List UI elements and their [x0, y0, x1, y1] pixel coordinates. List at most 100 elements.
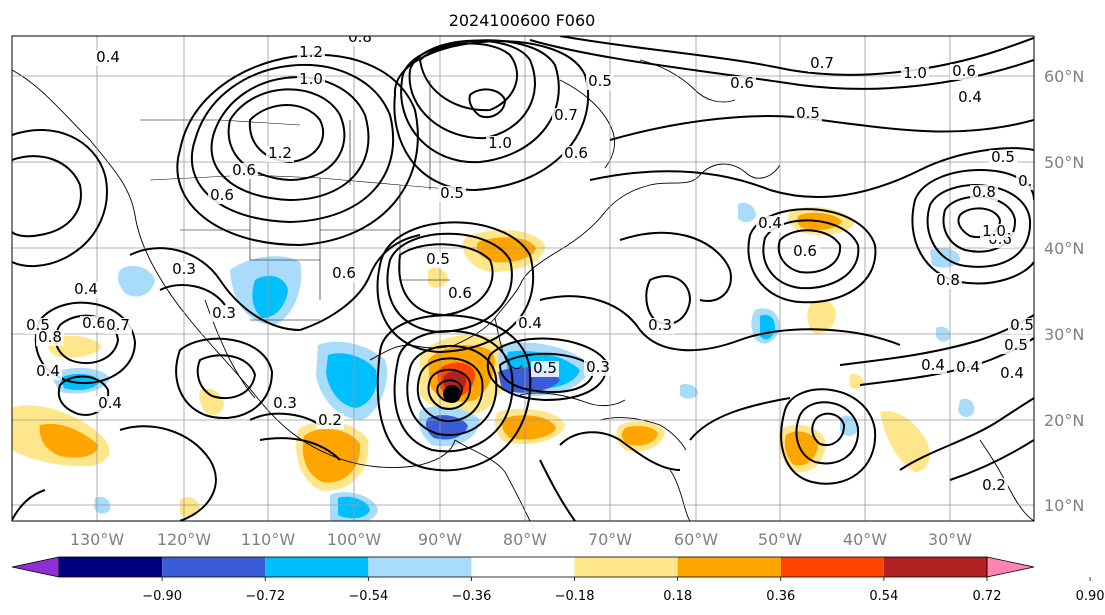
contour-label: 0.3: [172, 260, 196, 278]
contour-label-bg: [271, 396, 299, 412]
contour-label-bg: [330, 266, 358, 282]
colorbar: −0.90 −0.72 −0.54 −0.36 −0.18 0.18 0.36 0.54 0.7…: [11, 556, 1105, 604]
contour-label: 0.4: [96, 48, 120, 66]
longitude-tick-label: 70°W: [588, 530, 632, 549]
colorbar-segment: [883, 557, 987, 577]
colorbar-segment: [471, 557, 575, 577]
longitude-tick-label: 100°W: [327, 530, 382, 549]
contour-label: 0.6: [564, 144, 588, 162]
contour-label: 0.8: [972, 183, 996, 201]
latitude-tick-label: 60°N: [1044, 67, 1084, 86]
longitude-tick-label: 120°W: [157, 530, 212, 549]
latitude-tick-label: 20°N: [1044, 411, 1084, 430]
shade-negative-small-1: [680, 384, 698, 399]
contour-label-bg: [424, 252, 452, 268]
contour-label-bg: [970, 185, 998, 201]
latitude-axis: 60°N 50°N 40°N 30°N 20°N 10°N: [1044, 67, 1084, 515]
contour-label: 0.2: [318, 411, 342, 429]
contour-label-bg: [901, 66, 929, 82]
longitude-tick-label: 110°W: [241, 530, 296, 549]
contour-label: 0.4: [758, 214, 782, 232]
contour-label-bg: [486, 136, 514, 152]
contour-label-bg: [316, 413, 344, 429]
colorbar-tick-label: 0.72: [973, 589, 1002, 604]
contour-label: 0.5: [440, 184, 464, 202]
contour-label-bg: [552, 108, 580, 124]
longitude-tick-label: 50°W: [758, 530, 802, 549]
contour-label-bg: [980, 224, 1008, 240]
contour-label-bg: [919, 358, 947, 374]
contour-label: 0.6: [793, 242, 817, 260]
map-title: 2024100600 F060: [449, 11, 596, 30]
contour-label-bg: [989, 150, 1017, 166]
contour-label: 0.8: [1018, 172, 1042, 190]
contour-label: 1.2: [268, 144, 292, 162]
colorbar-segment: [780, 557, 884, 577]
contour-label: 1.0: [982, 222, 1006, 240]
latitude-tick-label: 40°N: [1044, 239, 1084, 258]
contour-label-bg: [562, 146, 590, 162]
colorbar-tick-label: 0.36: [766, 589, 795, 604]
contour-label: 0.4: [36, 362, 60, 380]
shade-negative-cal: [118, 265, 155, 297]
contour-label-bg: [94, 50, 122, 66]
longitude-tick-label: 60°W: [674, 530, 718, 549]
contour-label-bg: [516, 316, 544, 332]
contour-label: 1.0: [903, 64, 927, 82]
colorbar-segment: [265, 557, 369, 577]
contour-label: 0.5: [1010, 316, 1034, 334]
contour-label-bg: [104, 318, 132, 334]
colorbar-tick-label: −0.90: [142, 589, 182, 604]
colorbar-tick-label: 0.18: [663, 589, 692, 604]
contour-label: 0.4: [1000, 364, 1024, 382]
contour-label: 0.4: [956, 358, 980, 376]
colorbar-segment: [677, 557, 781, 577]
contour-label-bg: [531, 361, 559, 377]
shade-positive-small-3: [428, 268, 448, 288]
contour-label: 1.0: [488, 134, 512, 152]
contour-label-bg: [728, 76, 756, 92]
contour-label: 0.6: [448, 284, 472, 302]
shade-positive-central-atlantic: [807, 299, 836, 334]
contour-label-bg: [791, 244, 819, 260]
contour-label-bg: [1008, 318, 1034, 334]
latitude-tick-label: 30°N: [1044, 325, 1084, 344]
contour-label-bg: [72, 282, 100, 298]
longitude-tick-label: 130°W: [70, 530, 125, 549]
shade-positive-atlantic-east: [880, 411, 930, 472]
shade-positive-leeward-core: [621, 426, 658, 446]
shade-negative-small-4: [840, 415, 858, 436]
contour-label-bg: [756, 216, 784, 232]
colorbar-tick-label: −0.54: [348, 589, 388, 604]
contour-label: 0.4: [518, 314, 542, 332]
contour-label-bg: [96, 396, 124, 412]
contour-label-bg: [584, 360, 612, 376]
contour-label-bg: [956, 90, 984, 106]
colorbar-segment: [368, 557, 472, 577]
contour-label: 0.8: [348, 28, 372, 46]
contour-label-bg: [646, 318, 674, 334]
contour-label-bg: [80, 316, 108, 332]
colorbar-tick-label: 0.54: [869, 589, 898, 604]
contour-label: 0.3: [648, 316, 672, 334]
colorbar-extend-min: [11, 556, 60, 578]
contour-label: 0.3: [212, 304, 236, 322]
contour-label: 0.5: [533, 359, 557, 377]
contour-label-bg: [980, 478, 1008, 494]
colorbar-extend-max: [986, 556, 1035, 578]
contour-label-bg: [36, 330, 64, 346]
contour-label: 0.5: [426, 250, 450, 268]
map-frame: [11, 35, 1035, 522]
contour-label-bg: [34, 364, 62, 380]
colorbar-outline: [58, 556, 988, 578]
contour-label: 0.3: [273, 394, 297, 412]
contour-label: 0.4: [921, 356, 945, 374]
contour-label-bg: [998, 366, 1026, 382]
contour-label: 1.2: [299, 43, 323, 61]
contour-label: 0.8: [38, 328, 62, 346]
contour-label-bg: [1016, 174, 1034, 190]
contour-label-layer: 0.4 1.21.00.81.20.50.71.00.60.50.60.60.60…: [24, 28, 1042, 494]
colorbar-segment: [574, 557, 678, 577]
contour-label: 0.4: [958, 88, 982, 106]
